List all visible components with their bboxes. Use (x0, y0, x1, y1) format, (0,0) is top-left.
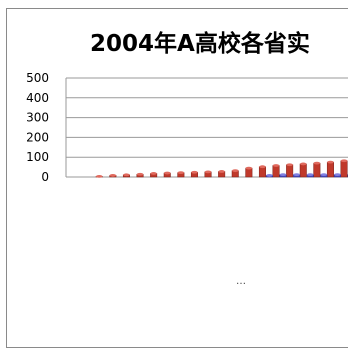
y-tick-label-0: 500 (26, 71, 49, 85)
bar-s1-16 (299, 163, 307, 178)
bar-top-s2-16 (307, 173, 314, 177)
bar-top-s1-16 (300, 162, 307, 166)
bar-top-s1-15 (286, 163, 293, 167)
bar-s1-15 (286, 164, 294, 178)
bar-top-s1-12 (245, 166, 253, 170)
bar-top-s1-4 (136, 172, 144, 176)
bar-top-s1-3 (123, 173, 130, 177)
bar-top-s1-1 (96, 175, 103, 178)
bar-top-s1-9 (204, 170, 212, 174)
bar-top-s1-19 (340, 159, 348, 163)
bar-top-s1-8 (191, 170, 198, 174)
bar-top-s1-13 (259, 165, 266, 169)
bar-s1-14 (272, 165, 280, 178)
footnote-ellipsis: … (236, 276, 246, 287)
bar-top-s1-14 (272, 164, 280, 167)
bar-top-s1-11 (232, 169, 239, 173)
bar-top-s2-15 (293, 173, 300, 177)
bar-top-s1-10 (218, 170, 225, 173)
y-tick-label-2: 300 (26, 111, 49, 125)
bar-top-s1-6 (164, 171, 171, 175)
bar-s1-19 (340, 160, 348, 178)
y-tick-label-1: 400 (26, 91, 49, 105)
chart-title: 2004年A高校各省实 (90, 31, 310, 57)
bar-top-s1-5 (150, 172, 157, 175)
y-tick-label-4: 100 (26, 150, 49, 164)
bar-top-s2-18 (334, 173, 341, 177)
bar-top-s2-14 (279, 173, 287, 177)
chart-border (6, 8, 348, 348)
bar-top-s2-13 (266, 174, 273, 177)
bar-s1-18 (326, 161, 334, 178)
bar-top-s1-18 (327, 160, 334, 164)
bar-top-s1-2 (109, 174, 117, 177)
bar-top-s2-17 (320, 173, 328, 177)
bar-s1-17 (313, 162, 321, 178)
bar-s1-13 (258, 166, 266, 178)
y-tick-label-3: 200 (26, 130, 49, 144)
bar-top-s1-17 (313, 161, 321, 165)
bar-top-s1-7 (177, 171, 185, 175)
y-tick-label-5: 0 (41, 170, 49, 184)
